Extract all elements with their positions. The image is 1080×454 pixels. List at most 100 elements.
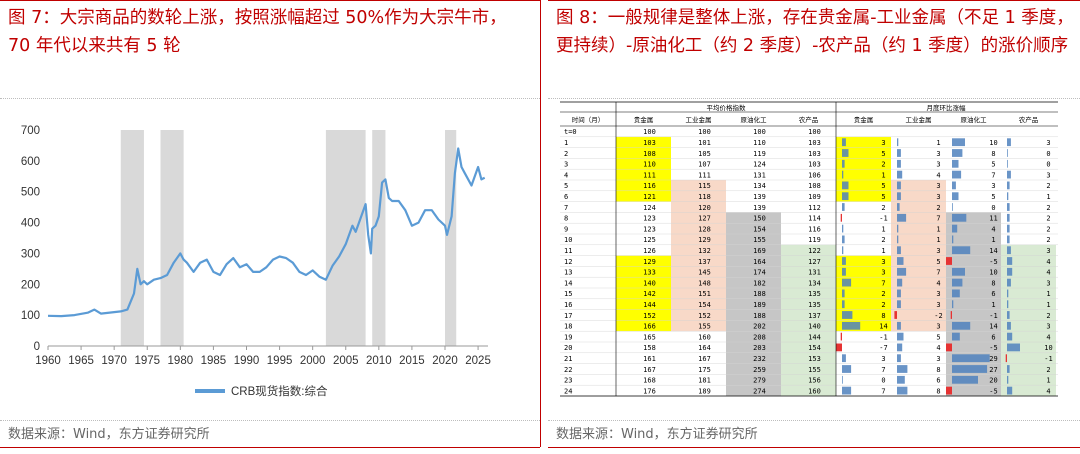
table-cell: -7 (879, 344, 887, 352)
row-label: 3 (564, 161, 568, 169)
avg-cell-highlight (726, 298, 781, 310)
mom-cell-highlight (946, 309, 1001, 321)
avg-cell-highlight (671, 180, 726, 191)
bottom-rule (548, 447, 1080, 448)
avg-cell-highlight (726, 331, 781, 342)
x-tick-label: 2010 (366, 355, 392, 367)
table-cell: 110 (643, 161, 656, 169)
table-cell: 123 (643, 225, 656, 233)
avg-cell-highlight (726, 223, 781, 234)
table-cell: 4 (936, 171, 940, 179)
mom-cell-highlight (836, 190, 891, 202)
mom-cell-highlight (891, 212, 946, 224)
table-cell: 2 (1046, 366, 1050, 374)
bull-period-band (372, 130, 386, 346)
mom-bar (952, 181, 956, 190)
column-header: 原油化工 (741, 115, 768, 124)
table-cell: 169 (753, 247, 766, 255)
table-cell: 124 (753, 161, 766, 169)
mom-cell-highlight (1001, 255, 1056, 267)
mom-cell-highlight (891, 223, 946, 234)
avg-cell-highlight (726, 320, 781, 332)
table-cell: 152 (698, 312, 711, 320)
mom-bar (897, 332, 904, 341)
row-label: 12 (564, 258, 572, 266)
mom-bar (1007, 289, 1009, 298)
left-panel: 图 7：大宗商品的数轮上涨，按照涨幅超过 50%作为大宗牛市，70 年代以来共有… (0, 8, 540, 448)
table-cell: -1 (989, 312, 997, 320)
avg-cell-highlight (726, 255, 781, 267)
mom-cell-highlight (946, 342, 1001, 353)
row-label: t=0 (564, 128, 577, 136)
table-cell: 188 (753, 312, 766, 320)
table-cell: 135 (808, 290, 821, 298)
row-label: 21 (564, 355, 572, 363)
mom-bar (952, 213, 967, 222)
avg-cell-highlight (616, 158, 671, 170)
avg-cell-highlight (781, 288, 836, 299)
mom-cell-highlight (891, 201, 946, 213)
mom-cell-highlight (946, 331, 1001, 342)
mom-bar (897, 192, 901, 201)
avg-cell-highlight (671, 212, 726, 224)
table-cell: 0 (1046, 150, 1050, 158)
table-cell: 124 (643, 204, 656, 212)
x-tick-label: 1985 (201, 355, 227, 367)
mom-cell-highlight (946, 212, 1001, 224)
x-tick-label: 1980 (168, 355, 194, 367)
table-cell: 164 (753, 258, 766, 266)
avg-cell-highlight (616, 255, 671, 267)
mom-bar (1007, 149, 1008, 157)
avg-cell-highlight (616, 190, 671, 202)
table-cell: 2 (1046, 215, 1050, 223)
mom-cell-highlight (946, 266, 1001, 278)
avg-cell-highlight (616, 309, 671, 321)
mom-bar-negative (946, 386, 952, 395)
avg-cell-highlight (671, 234, 726, 245)
mom-bar (842, 375, 843, 384)
table-cell: 116 (808, 225, 821, 233)
mom-bar (952, 354, 990, 363)
table-cell: 144 (643, 301, 656, 309)
avg-cell-highlight (781, 277, 836, 288)
table-cell: 274 (753, 387, 766, 395)
mom-bar (842, 203, 845, 211)
table-cell: 6 (991, 290, 995, 298)
mom-cell-highlight (1001, 266, 1056, 278)
avg-cell-highlight (671, 244, 726, 256)
mom-bar (952, 267, 965, 276)
row-label: 22 (564, 366, 572, 374)
table-cell: 100 (698, 128, 711, 136)
mom-cell-highlight (946, 320, 1001, 332)
table-cell: 2 (881, 236, 885, 244)
table-cell: -1 (879, 333, 887, 341)
mom-bar (842, 386, 852, 395)
table-cell: 10 (989, 269, 997, 277)
table-cell: 3 (936, 193, 940, 201)
table-cell: 7 (881, 366, 885, 374)
mom-bar (952, 235, 954, 244)
table-cell: 2 (881, 161, 885, 169)
avg-cell-highlight (781, 352, 836, 364)
mom-bar (842, 224, 844, 233)
mom-bar (897, 365, 908, 373)
table-cell: 161 (643, 355, 656, 363)
mom-cell-highlight (836, 180, 891, 191)
table-cell: 5 (936, 258, 940, 266)
avg-cell-highlight (726, 266, 781, 278)
mom-cell-highlight (1001, 331, 1056, 342)
table-cell: 1 (1046, 377, 1050, 385)
mom-bar (897, 300, 901, 309)
row-label: 6 (564, 193, 568, 201)
y-tick-label: 500 (21, 187, 40, 199)
mom-bar (842, 181, 849, 190)
mom-cell-highlight (836, 288, 891, 299)
row-label: 1 (564, 139, 568, 147)
mom-cell-highlight (1001, 385, 1056, 396)
table-cell: 208 (753, 333, 766, 341)
mom-bar (1007, 386, 1013, 395)
divider (0, 420, 540, 421)
table-cell: 115 (698, 182, 711, 190)
table-cell: 5 (881, 193, 885, 201)
